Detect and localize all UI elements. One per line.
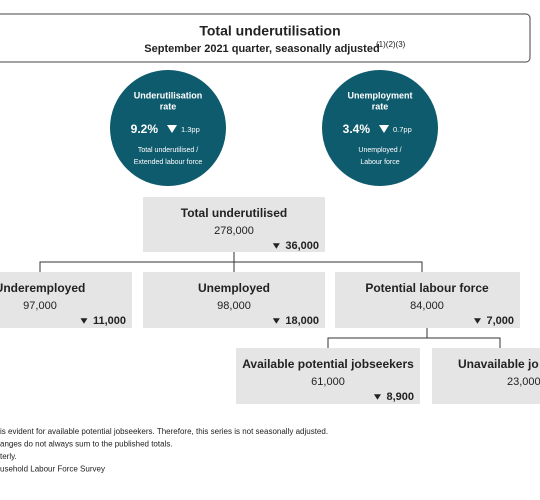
- subtitle: September 2021 quarter, seasonally adjus…: [144, 43, 379, 55]
- box-value: 278,000: [214, 225, 254, 237]
- footnote: terly.: [0, 452, 17, 461]
- down-arrow: [167, 125, 177, 133]
- box-value: 98,000: [217, 300, 251, 312]
- circle-title: rate: [372, 101, 389, 111]
- box: [335, 272, 520, 328]
- circle-note: Unemployed /: [358, 147, 401, 154]
- box: [236, 348, 420, 404]
- box-label: Available potential jobseekers: [242, 357, 414, 371]
- connector: [39, 252, 423, 272]
- box-change: 11,000: [93, 315, 126, 327]
- box-label: Unemployed: [198, 281, 270, 295]
- circle-value: 9.2%: [131, 122, 159, 136]
- rate-circle: [110, 70, 226, 186]
- box-value: 23,000: [507, 376, 540, 388]
- box: [0, 272, 132, 328]
- box: [143, 197, 325, 252]
- circle-value: 3.4%: [343, 122, 371, 136]
- box-value: 61,000: [311, 376, 345, 388]
- box-value: 97,000: [23, 300, 57, 312]
- footnote: is evident for available potential jobse…: [0, 427, 328, 436]
- down-arrow: [373, 394, 381, 400]
- footnote: usehold Labour Force Survey: [0, 465, 105, 474]
- header-frame: [0, 13, 531, 63]
- box-label: Unavailable jo: [458, 357, 539, 371]
- box-value: 84,000: [410, 300, 444, 312]
- down-arrow: [272, 318, 280, 324]
- circle-change: 0.7pp: [393, 125, 412, 134]
- circle-title: Underutilisation: [134, 90, 203, 100]
- connectors: [39, 252, 501, 348]
- circle-note: Extended labour force: [134, 159, 203, 166]
- down-arrow: [473, 318, 481, 324]
- box-label: Underemployed: [0, 281, 85, 295]
- box-change: 8,900: [386, 391, 414, 403]
- down-arrow: [80, 318, 88, 324]
- box: [143, 272, 325, 328]
- box-change: 7,000: [486, 315, 514, 327]
- title: Total underutilisation: [199, 23, 340, 39]
- circle-note: Total underutilised /: [138, 147, 198, 154]
- down-arrow: [272, 243, 280, 249]
- box-change: 18,000: [285, 315, 319, 327]
- box: [432, 348, 540, 404]
- box-label: Potential labour force: [365, 281, 489, 295]
- box-change: 36,000: [285, 240, 319, 252]
- footnote: anges do not always sum to the published…: [0, 440, 173, 449]
- footnote-refs: (1)(2)(3): [376, 40, 406, 49]
- connector: [327, 328, 501, 348]
- circle-change: 1.3pp: [181, 125, 200, 134]
- circle-note: Labour force: [360, 159, 399, 166]
- rate-circle: [322, 70, 438, 186]
- down-arrow: [379, 125, 389, 133]
- box-label: Total underutilised: [181, 206, 287, 220]
- circle-title: rate: [160, 101, 177, 111]
- circle-title: Unemployment: [347, 90, 412, 100]
